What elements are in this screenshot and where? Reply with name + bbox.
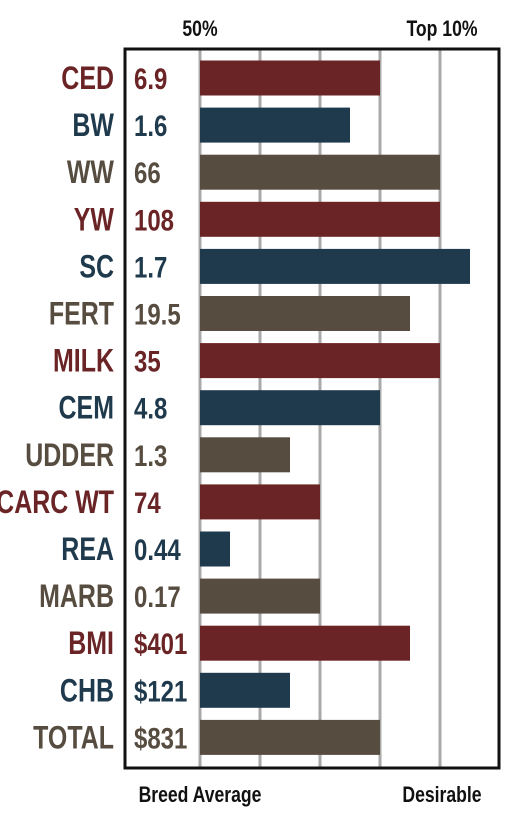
bottom-label-desirable: Desirable bbox=[402, 783, 481, 807]
value-label-marb: 0.17 bbox=[134, 579, 181, 613]
value-label-bmi: $401 bbox=[134, 627, 187, 661]
category-label-marb: MARB bbox=[39, 579, 114, 615]
value-label-udder: 1.3 bbox=[134, 438, 167, 472]
category-label-milk: MILK bbox=[53, 344, 114, 380]
value-label-rea: 0.44 bbox=[134, 532, 181, 566]
chart-frame bbox=[123, 47, 501, 770]
bar-cem bbox=[200, 390, 380, 426]
value-label-carc-wt: 74 bbox=[134, 485, 161, 519]
bar-bmi bbox=[200, 625, 410, 661]
category-label-udder: UDDER bbox=[25, 438, 114, 474]
category-label-carc-wt: CARC WT bbox=[0, 485, 114, 521]
bar-rea bbox=[200, 531, 230, 567]
category-label-bmi: BMI bbox=[68, 626, 114, 662]
labels: CED 6.9 BW 1.6 WW 66 YW 108 SC 1.7 FERT 19.5 MILK 35 C… bbox=[0, 61, 187, 756]
value-label-chb: $121 bbox=[134, 674, 187, 708]
value-label-fert: 19.5 bbox=[134, 297, 181, 331]
category-label-fert: FERT bbox=[49, 297, 115, 333]
value-label-sc: 1.7 bbox=[134, 250, 167, 284]
bar-bw bbox=[200, 107, 350, 143]
top-label-top10: Top 10% bbox=[406, 17, 477, 41]
bar-chb bbox=[200, 672, 290, 708]
category-label-ww: WW bbox=[67, 155, 115, 191]
bottom-label-breed-average: Breed Average bbox=[139, 783, 262, 807]
value-label-bw: 1.6 bbox=[134, 108, 167, 142]
value-label-cem: 4.8 bbox=[134, 391, 167, 425]
category-label-cem: CEM bbox=[59, 391, 114, 427]
value-label-yw: 108 bbox=[134, 203, 174, 237]
category-label-yw: YW bbox=[74, 202, 115, 238]
bar-udder bbox=[200, 437, 290, 473]
bar-sc bbox=[200, 248, 470, 284]
bar-total bbox=[200, 719, 380, 755]
category-label-rea: REA bbox=[61, 532, 114, 568]
category-label-total: TOTAL bbox=[33, 721, 114, 757]
bar-ww bbox=[200, 154, 440, 190]
category-label-sc: SC bbox=[79, 250, 114, 286]
value-label-ced: 6.9 bbox=[134, 61, 167, 95]
bar-ced bbox=[200, 60, 380, 96]
category-label-ced: CED bbox=[61, 61, 114, 97]
bar-fert bbox=[200, 296, 410, 331]
category-label-bw: BW bbox=[72, 108, 114, 144]
value-label-milk: 35 bbox=[134, 344, 161, 378]
top-label-50: 50% bbox=[182, 17, 217, 41]
bar-carc-wt bbox=[200, 484, 320, 520]
value-label-ww: 66 bbox=[134, 156, 161, 190]
bar-yw bbox=[200, 201, 440, 237]
category-label-chb: CHB bbox=[60, 673, 114, 709]
bars bbox=[200, 60, 470, 755]
value-label-total: $831 bbox=[134, 721, 187, 755]
bar-milk bbox=[200, 343, 440, 379]
bar-marb bbox=[200, 578, 320, 614]
